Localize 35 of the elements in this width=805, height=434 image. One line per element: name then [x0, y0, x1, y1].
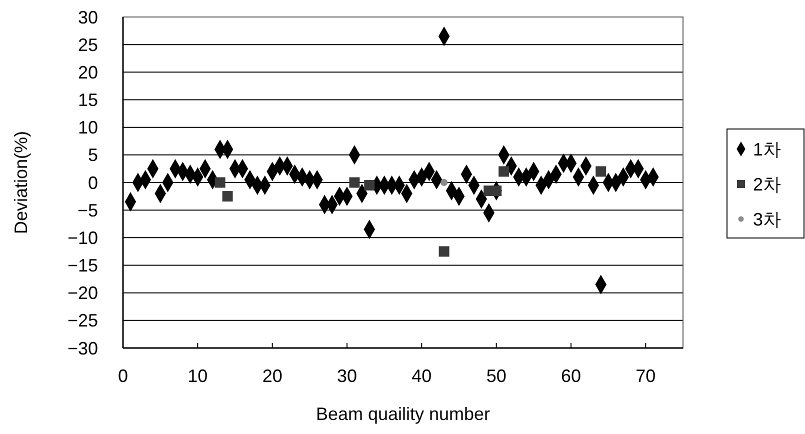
y-tick-label: 5: [88, 145, 98, 166]
y-tick-label: 20: [78, 62, 98, 82]
y-tick-label: −20: [67, 283, 98, 304]
y-tick-label: 25: [78, 34, 98, 55]
point: [440, 178, 448, 186]
x-axis-title: Beam quaility number: [316, 404, 490, 424]
x-tick-label: 40: [412, 366, 432, 386]
x-tick-label: 70: [636, 366, 656, 386]
point: [364, 180, 375, 190]
point: [498, 166, 510, 177]
x-tick-label: 0: [118, 366, 128, 386]
x-tick-label: 20: [262, 366, 282, 386]
y-tick-label: −15: [67, 256, 98, 276]
y-axis-title: Deviation(%): [11, 130, 31, 234]
point: [491, 186, 502, 196]
x-tick-label: 60: [560, 366, 582, 386]
y-tick-label: 30: [78, 7, 98, 28]
x-tick-label: 30: [336, 366, 358, 386]
y-tick-label: −30: [67, 338, 98, 358]
point: [222, 191, 233, 202]
x-tick-label: 10: [188, 366, 208, 386]
legend-label: 1차: [753, 139, 782, 160]
point: [438, 246, 450, 257]
y-tick-label: −10: [67, 228, 98, 248]
y-tick-label: 0: [88, 172, 98, 193]
y-tick-label: 10: [78, 118, 98, 138]
y-tick-label: −5: [77, 200, 98, 220]
y-tick-label: 15: [78, 90, 98, 110]
legend-label: 3차: [753, 209, 782, 230]
legend-label: 2차: [753, 174, 782, 194]
point: [349, 177, 360, 188]
y-tick-label: −25: [67, 310, 98, 331]
point: [596, 166, 606, 177]
x-tick-label: 50: [486, 366, 506, 386]
point: [214, 177, 226, 188]
